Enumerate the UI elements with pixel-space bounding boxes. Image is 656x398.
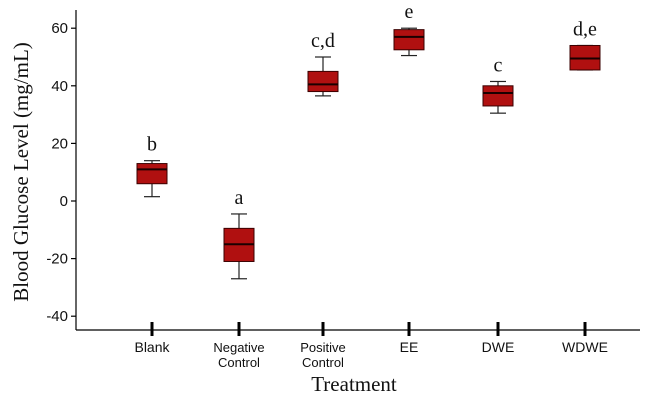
box-iqr [393, 29, 425, 51]
box-iqr [136, 163, 168, 185]
box-iqr [482, 85, 514, 107]
y-axis-ticks: -40 -20 0 20 40 60 [46, 20, 76, 325]
box-group: a [223, 187, 255, 280]
y-tick-label: 40 [51, 78, 68, 95]
significance-letter: a [235, 187, 244, 209]
x-tick-label: Blank [134, 339, 170, 355]
y-tick-label: 0 [60, 193, 68, 210]
x-tick-label: Control [302, 355, 344, 370]
y-axis-label: Blood Glucose Level (mg/mL) [9, 42, 33, 302]
y-tick-label: 60 [51, 20, 68, 37]
significance-letter: c,d [311, 30, 335, 52]
box-group: e [393, 1, 425, 57]
significance-letter: c [494, 54, 503, 76]
box-group: d,e [569, 18, 601, 71]
x-axis-label: Treatment [311, 372, 397, 396]
box-group: c,d [307, 30, 339, 97]
x-tick-label: Positive [300, 340, 346, 355]
y-tick-label: -20 [46, 251, 68, 268]
box-series: b a c,d e c d,e [136, 1, 601, 280]
box-group: b [136, 134, 168, 198]
significance-letter: e [405, 1, 414, 23]
box-iqr [307, 70, 339, 93]
axes [75, 10, 640, 331]
significance-letter: d,e [573, 18, 597, 40]
x-tick-label: Negative [213, 340, 264, 355]
significance-letter: b [147, 134, 157, 156]
box-group: c [482, 54, 514, 114]
x-tick-label: WDWE [562, 339, 608, 355]
x-tick-label: Control [218, 355, 260, 370]
x-tick-label: DWE [482, 339, 515, 355]
y-tick-label: 20 [51, 135, 68, 152]
x-tick-label: EE [400, 339, 419, 355]
y-tick-label: -40 [46, 308, 68, 325]
